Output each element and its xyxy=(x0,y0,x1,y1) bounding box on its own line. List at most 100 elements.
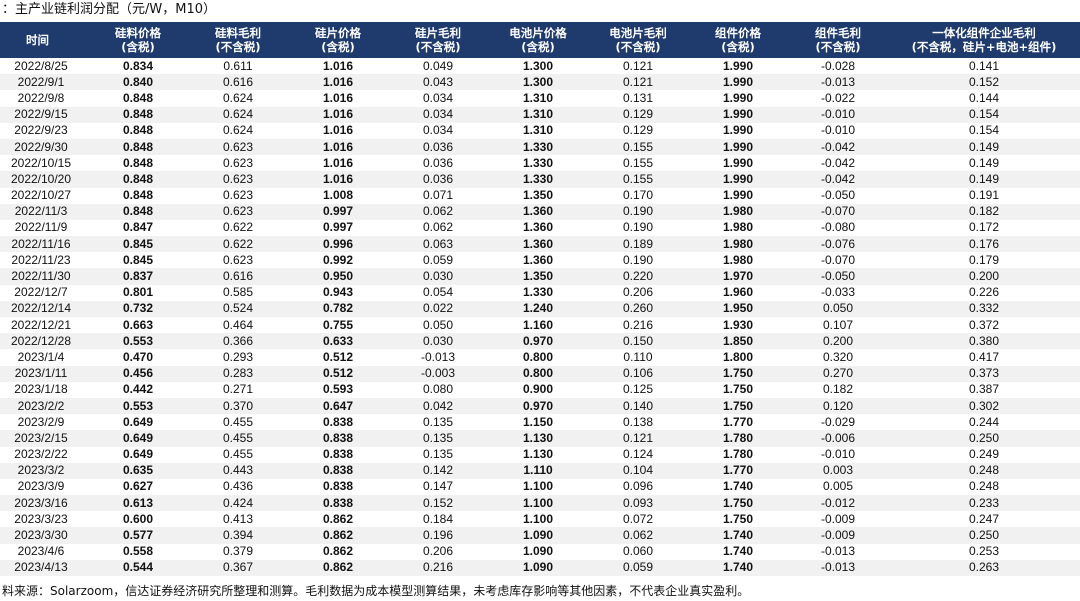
value-cell: 0.624 xyxy=(222,90,254,105)
value-cell: 0.413 xyxy=(222,511,254,526)
value-cell: 1.016 xyxy=(322,107,354,122)
column-header-line1: 硅料价格 xyxy=(115,26,161,40)
value-cell: 1.800 xyxy=(722,349,754,364)
value-cell: -0.013 xyxy=(420,349,456,364)
value-cell: 0.036 xyxy=(422,171,454,186)
table-title: ：主产业链利润分配（元/W，M10） xyxy=(2,2,216,17)
value-cell: 0.042 xyxy=(422,398,454,413)
column-header-line2: (含税) xyxy=(521,40,555,54)
value-cell: 1.980 xyxy=(722,236,754,251)
value-cell: 0.060 xyxy=(622,544,654,559)
value-cell: 0.226 xyxy=(968,285,1000,300)
value-cell: 0.616 xyxy=(222,74,254,89)
value-cell: 0.647 xyxy=(322,398,354,413)
value-cell: 1.330 xyxy=(522,285,554,300)
value-cell: 1.016 xyxy=(322,90,354,105)
date-cell: 2022/12/21 xyxy=(10,317,72,332)
value-cell: 1.130 xyxy=(522,447,554,462)
value-cell: 0.600 xyxy=(122,511,154,526)
value-cell: 1.300 xyxy=(522,58,554,73)
value-cell: 0.249 xyxy=(968,447,1000,462)
column-header-line2: (不含税) xyxy=(815,40,861,54)
value-cell: 0.577 xyxy=(122,528,154,543)
column-header: 时间 xyxy=(0,22,88,58)
value-cell: -0.022 xyxy=(820,90,856,105)
value-cell: 0.124 xyxy=(622,447,654,462)
value-cell: 0.141 xyxy=(968,58,1000,73)
date-cell: 2022/11/16 xyxy=(11,236,71,251)
value-cell: -0.013 xyxy=(820,544,856,559)
date-cell: 2022/9/8 xyxy=(17,90,65,105)
value-cell: 1.130 xyxy=(522,430,554,445)
table-row: 2022/10/15 0.848 0.623 1.016 0.036 1.330 0.155… xyxy=(0,155,1080,171)
value-cell: 1.740 xyxy=(722,544,754,559)
value-cell: 0.179 xyxy=(968,252,1000,267)
value-cell: 1.980 xyxy=(722,220,754,235)
value-cell: 0.623 xyxy=(222,155,254,170)
column-header-line1: 硅片价格 xyxy=(315,26,361,40)
value-cell: 1.090 xyxy=(522,560,554,575)
value-cell: 0.456 xyxy=(122,366,154,381)
value-cell: 0.050 xyxy=(422,317,454,332)
date-cell: 2023/1/11 xyxy=(14,366,68,381)
value-cell: 1.770 xyxy=(722,463,754,478)
value-cell: 0.649 xyxy=(122,447,154,462)
value-cell: 0.106 xyxy=(622,366,654,381)
value-cell: 0.030 xyxy=(422,269,454,284)
value-cell: 0.943 xyxy=(322,285,354,300)
date-cell: 2023/3/2 xyxy=(17,463,65,478)
value-cell: 0.838 xyxy=(322,463,354,478)
value-cell: 1.780 xyxy=(722,447,754,462)
date-cell: 2023/4/13 xyxy=(14,560,68,575)
value-cell: 0.250 xyxy=(968,528,1000,543)
value-cell: 1.960 xyxy=(722,285,754,300)
value-cell: 1.740 xyxy=(722,560,754,575)
value-cell: 1.980 xyxy=(722,204,754,219)
value-cell: -0.050 xyxy=(820,188,856,203)
value-cell: 1.330 xyxy=(522,171,554,186)
value-cell: 0.170 xyxy=(622,188,654,203)
value-cell: 0.216 xyxy=(622,317,654,332)
value-cell: 1.330 xyxy=(522,155,554,170)
table-row: 2023/3/16 0.613 0.424 0.838 0.152 1.100 0.093 1… xyxy=(0,495,1080,512)
value-cell: 0.283 xyxy=(222,366,254,381)
column-header-line1: 硅料毛利 xyxy=(215,26,261,40)
value-cell: 0.059 xyxy=(422,252,454,267)
value-cell: 0.244 xyxy=(968,414,1000,429)
value-cell: 0.189 xyxy=(622,236,654,251)
value-cell: 1.770 xyxy=(722,414,754,429)
value-cell: 0.034 xyxy=(422,90,454,105)
date-cell: 2022/10/15 xyxy=(10,155,72,170)
column-header-line1: 电池片价格 xyxy=(509,26,567,40)
value-cell: 0.062 xyxy=(422,204,454,219)
date-cell: 2022/11/30 xyxy=(11,269,71,284)
value-cell: 0.424 xyxy=(222,495,254,510)
table-row: 2022/12/7 0.801 0.585 0.943 0.054 1.330 0.206 1… xyxy=(0,285,1080,301)
value-cell: 0.138 xyxy=(622,414,654,429)
value-cell: 0.072 xyxy=(622,511,654,526)
value-cell: 0.059 xyxy=(622,560,654,575)
value-cell: 1.350 xyxy=(522,188,554,203)
date-cell: 2023/3/30 xyxy=(14,528,68,543)
value-cell: 1.750 xyxy=(722,495,754,510)
value-cell: 0.862 xyxy=(322,544,354,559)
value-cell: 0.524 xyxy=(222,301,254,316)
value-cell: 0.036 xyxy=(422,155,454,170)
value-cell: 1.100 xyxy=(522,479,554,494)
value-cell: -0.003 xyxy=(420,366,456,381)
value-cell: 0.096 xyxy=(622,479,654,494)
value-cell: 0.034 xyxy=(422,123,454,138)
value-cell: 0.147 xyxy=(422,479,454,494)
value-cell: 1.360 xyxy=(522,220,554,235)
value-cell: 0.732 xyxy=(122,301,154,316)
value-cell: 1.016 xyxy=(322,171,354,186)
source-note: 料来源：Solarzoom，信达证券经济研究所整理和测算。毛利数据为成本模型测算… xyxy=(2,584,750,598)
value-cell: 1.016 xyxy=(322,139,354,154)
value-cell: 0.900 xyxy=(522,382,554,397)
value-cell: 0.470 xyxy=(122,349,154,364)
value-cell: 0.022 xyxy=(422,301,454,316)
value-cell: 1.990 xyxy=(722,58,754,73)
table-row: 2022/8/25 0.834 0.611 1.016 0.049 1.300 0.121 1… xyxy=(0,58,1080,74)
value-cell: 0.372 xyxy=(968,317,1000,332)
value-cell: 0.144 xyxy=(968,90,1000,105)
